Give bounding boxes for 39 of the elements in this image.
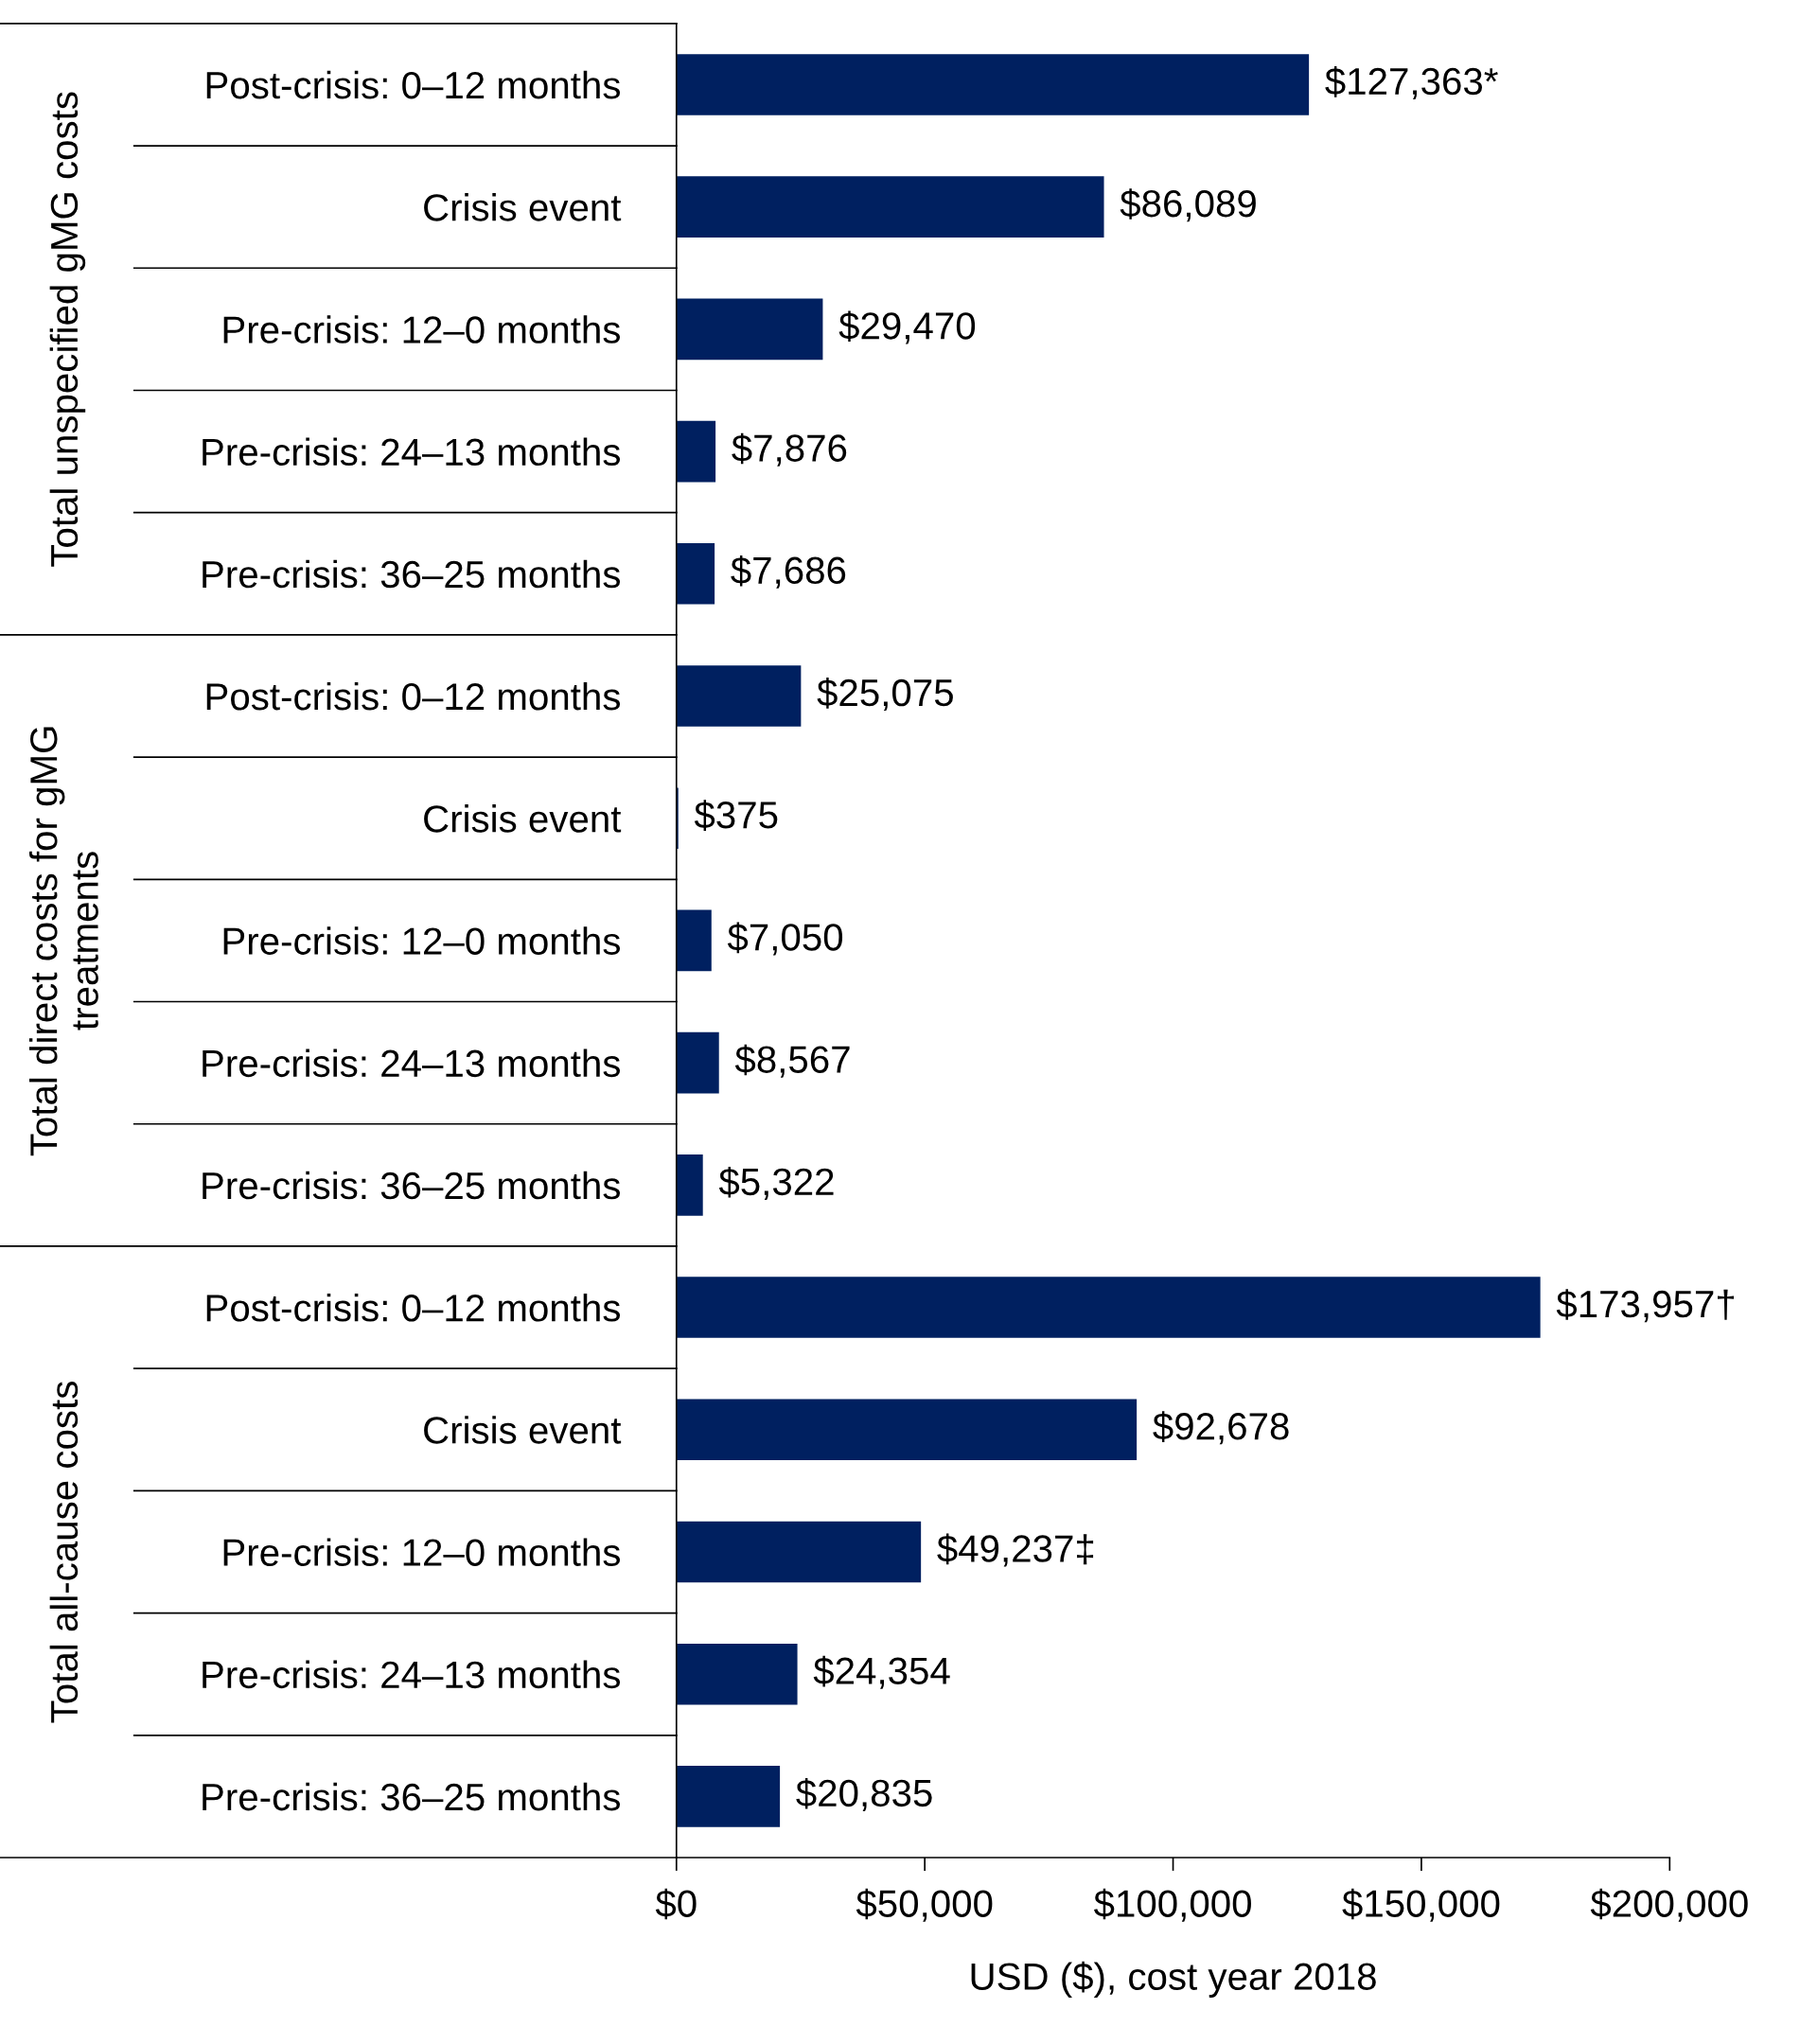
text: Total unspecified gMG costs	[49, 92, 86, 567]
x-axis-title: USD ($), cost year 2018	[971, 1961, 1376, 1998]
data-label: $92,678	[1153, 1411, 1289, 1445]
y-tick-label: Post-crisis: 0–12 months	[206, 1293, 621, 1322]
y-tick-label: Pre-crisis: 36–25 months	[203, 559, 621, 589]
x-tick-label: $150,000	[1342, 1888, 1500, 1922]
text: Total all-cause costs	[49, 1382, 79, 1723]
y-tick-label: Pre-crisis: 36–25 months	[203, 1782, 621, 1811]
data-label: $127,363*	[1325, 66, 1498, 100]
text: Total direct costs for gMG treatments	[28, 727, 98, 1156]
x-tick-label: $50,000	[856, 1888, 993, 1922]
y-tick-label: Pre-crisis: 36–25 months	[203, 1171, 621, 1200]
x-tick-label: $200,000	[1590, 1888, 1748, 1922]
y-tick-label: Post-crisis: 0–12 months	[206, 70, 621, 99]
data-label: $24,354	[813, 1655, 950, 1689]
data-label: $7,876	[732, 432, 847, 467]
y-tick-label: Pre-crisis: 24–13 months	[203, 437, 621, 467]
y-tick-label: Pre-crisis: 12–0 months	[223, 1538, 621, 1566]
data-label: $7,686	[731, 555, 846, 589]
y-tick-label: Pre-crisis: 24–13 months	[203, 1660, 621, 1689]
y-tick-label: Pre-crisis: 24–13 months	[203, 1048, 621, 1078]
y-tick-label: Pre-crisis: 12–0 months	[223, 315, 621, 344]
y-tick-label: Crisis event	[424, 804, 622, 833]
data-label: $20,835	[796, 1778, 932, 1811]
data-label: $5,322	[718, 1166, 834, 1200]
y-tick-label: Crisis event	[424, 1416, 622, 1444]
data-label: $8,567	[734, 1044, 850, 1078]
y-tick-label: Crisis event	[424, 193, 622, 221]
data-label: $86,089	[1120, 188, 1256, 222]
data-label: $173,957†	[1556, 1289, 1734, 1323]
y-tick-label: Pre-crisis: 12–0 months	[223, 926, 621, 955]
x-tick-label: $0	[655, 1888, 697, 1920]
data-label: $375	[694, 800, 778, 831]
data-label: $49,237‡	[937, 1533, 1094, 1567]
data-label: $29,470	[838, 310, 976, 344]
data-label: $7,050	[727, 922, 843, 956]
data-label: $25,075	[817, 678, 953, 712]
y-tick-label: Post-crisis: 0–12 months	[206, 681, 621, 711]
x-tick-label: $100,000	[1093, 1888, 1251, 1922]
